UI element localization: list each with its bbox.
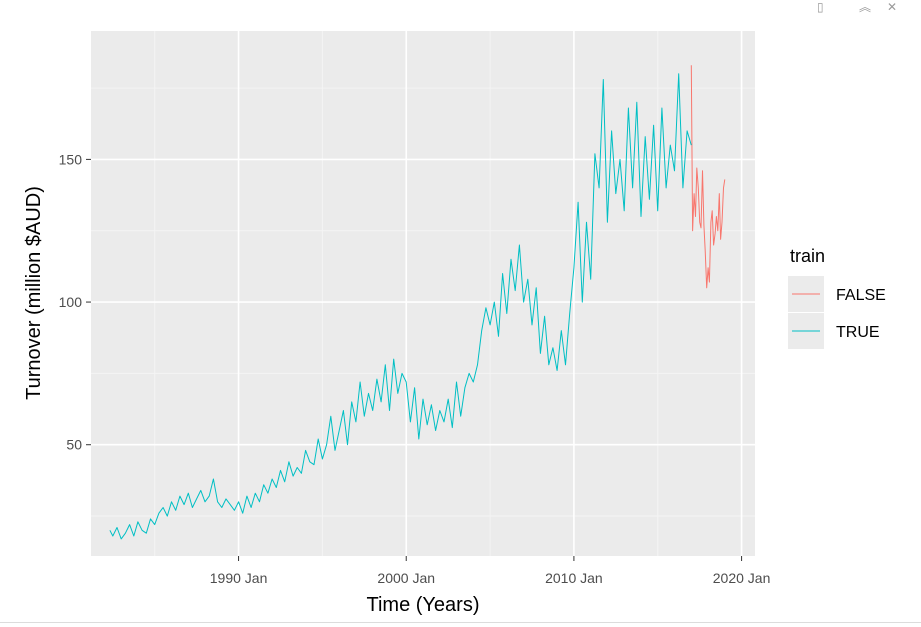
y-axis-ticks: 50 100 150 bbox=[59, 151, 91, 453]
x-tick-label: 2000 Jan bbox=[377, 570, 435, 586]
x-axis-ticks: 1990 Jan 2000 Jan 2010 Jan 2020 Jan bbox=[210, 556, 771, 586]
collapse-icon[interactable]: ︽ bbox=[859, 0, 872, 14]
x-axis-title: Time (Years) bbox=[367, 594, 480, 616]
plot-panel bbox=[91, 31, 755, 556]
major-gridlines bbox=[91, 31, 755, 556]
export-icon[interactable]: ▯ bbox=[817, 0, 824, 14]
x-tick-label: 2020 Jan bbox=[713, 570, 771, 586]
series-line-true bbox=[109, 73, 692, 540]
y-tick-label: 100 bbox=[59, 294, 83, 310]
series-line-false bbox=[690, 65, 726, 289]
bottom-divider bbox=[0, 622, 921, 627]
y-tick-label: 50 bbox=[66, 437, 82, 453]
x-tick-label: 1990 Jan bbox=[210, 570, 268, 586]
legend-label-true: TRUE bbox=[836, 324, 880, 341]
y-axis-title: Turnover (million $AUD) bbox=[23, 186, 45, 400]
y-tick-label: 150 bbox=[59, 151, 83, 167]
legend: train FALSE TRUE bbox=[788, 246, 886, 349]
series-layer bbox=[109, 65, 726, 540]
legend-title: train bbox=[790, 246, 825, 266]
x-tick-label: 2010 Jan bbox=[545, 570, 603, 586]
viewer-toolbar: ▯ ︽ ✕ bbox=[801, 0, 921, 14]
minor-gridlines bbox=[91, 31, 755, 556]
close-icon[interactable]: ✕ bbox=[887, 0, 898, 14]
legend-label-false: FALSE bbox=[836, 287, 886, 304]
